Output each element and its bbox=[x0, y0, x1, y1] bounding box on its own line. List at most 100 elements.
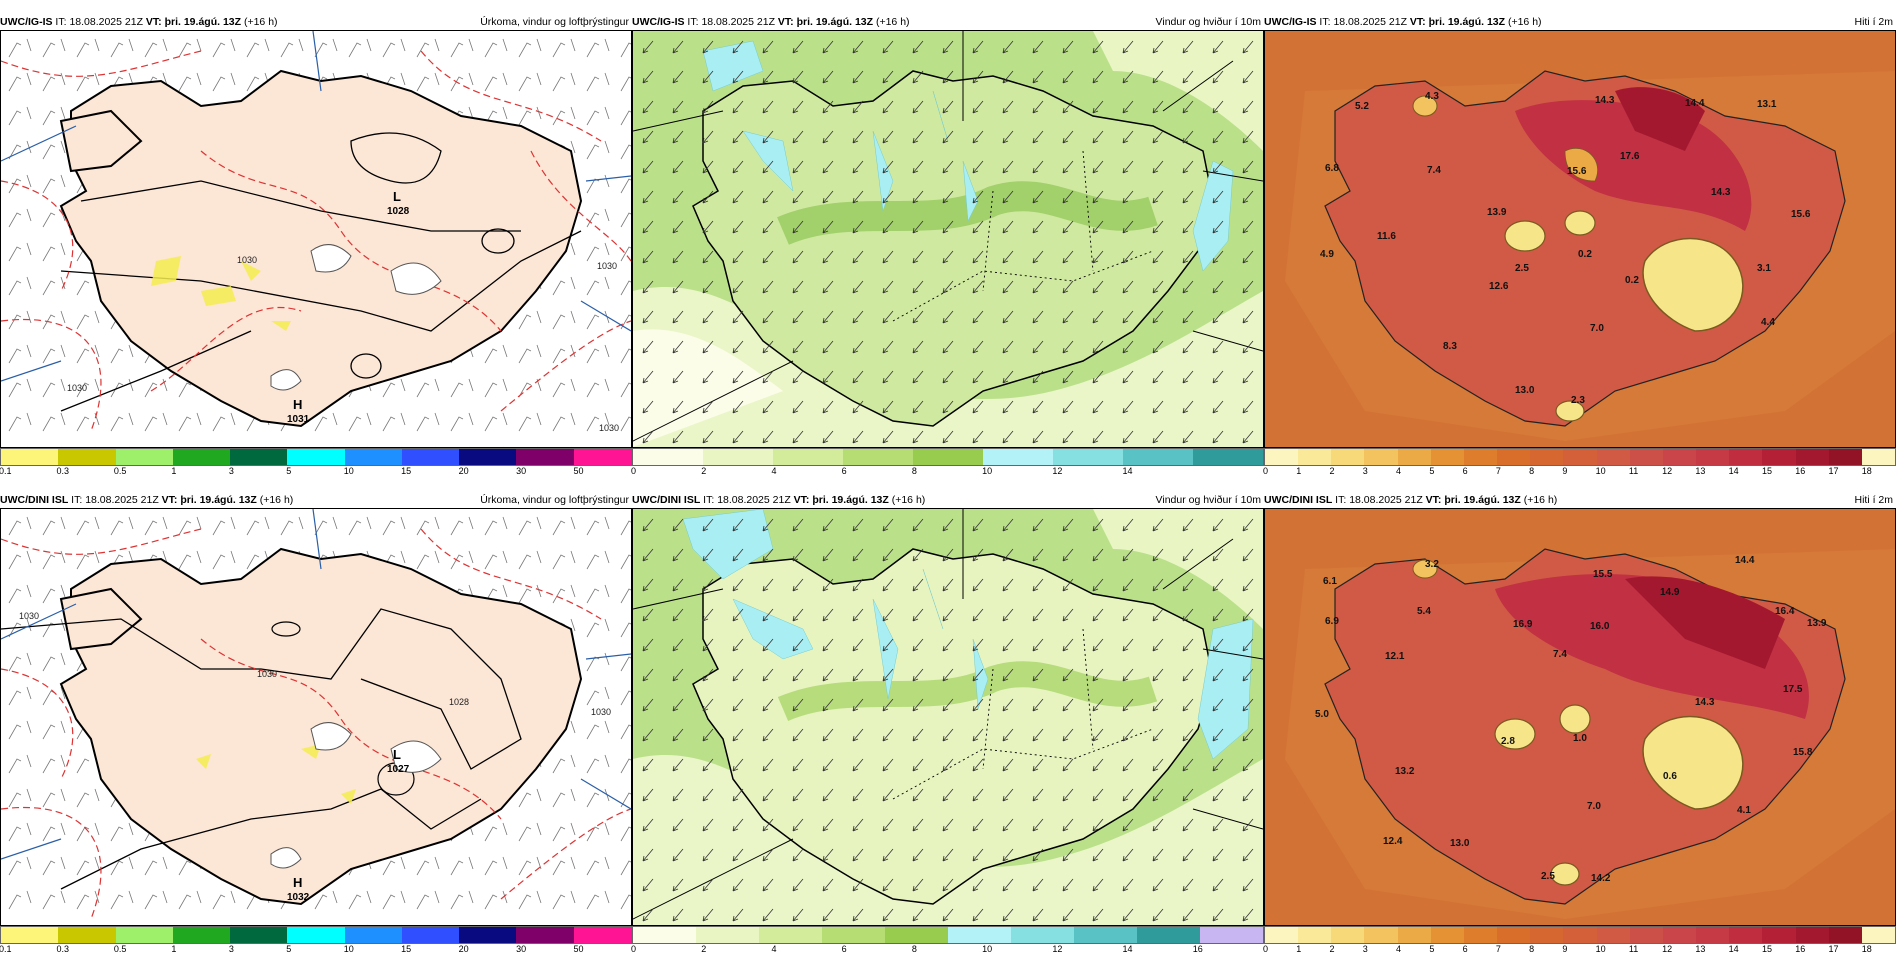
precip-swatch bbox=[573, 927, 631, 943]
wind-map[interactable] bbox=[632, 30, 1264, 448]
temperature-label: 4.1 bbox=[1737, 805, 1751, 816]
precip-swatch bbox=[401, 449, 460, 465]
temperature-label: 15.5 bbox=[1593, 569, 1613, 580]
temperature-label: 15.8 bbox=[1793, 747, 1813, 758]
precip-colorbar-ticks: 0.1 0.3 0.5 1 3 5 10 15 20 30 50 bbox=[0, 466, 632, 478]
temp-panel-row2: UWC/DINI ISL IT: 18.08.2025 21Z VT: þri.… bbox=[1263, 492, 1896, 954]
temp-panel-row1: UWC/IG-IS IT: 18.08.2025 21Z VT: þri. 19… bbox=[1263, 14, 1896, 476]
wind-map[interactable] bbox=[632, 508, 1264, 926]
colorbar-tick-label: 0.3 bbox=[56, 944, 69, 954]
temp-swatch bbox=[1795, 449, 1829, 465]
wind-swatch bbox=[885, 927, 948, 943]
colorbar-tick-label: 10 bbox=[343, 944, 354, 954]
temp-swatch bbox=[1463, 927, 1498, 943]
temp-swatch bbox=[1331, 927, 1365, 943]
pressure-center-letter: H bbox=[293, 397, 302, 412]
temp-swatch bbox=[1298, 927, 1332, 943]
temp-swatch bbox=[1430, 449, 1464, 465]
temperature-label: 4.9 bbox=[1320, 249, 1334, 260]
temperature-label: 12.6 bbox=[1489, 281, 1509, 292]
colorbar-tick-label: 15 bbox=[401, 466, 412, 476]
precip-swatch bbox=[1, 927, 59, 943]
temperature-label: 16.4 bbox=[1775, 606, 1795, 617]
wind-swatch bbox=[948, 927, 1011, 943]
pressure-center-letter: H bbox=[293, 875, 302, 890]
precip-swatch bbox=[287, 449, 345, 465]
colorbar-tick-label: 16 bbox=[1795, 944, 1806, 954]
colorbar-tick-label: 30 bbox=[516, 466, 527, 476]
wind-panel-row2: UWC/DINI ISL IT: 18.08.2025 21Z VT: þri.… bbox=[631, 492, 1264, 954]
temp-swatch bbox=[1629, 927, 1663, 943]
colorbar-tick-label: 8 bbox=[1529, 944, 1535, 954]
precip-swatch bbox=[344, 927, 402, 943]
precip-swatch bbox=[516, 449, 574, 465]
colorbar-tick-label: 8 bbox=[911, 466, 917, 476]
colorbar-tick-label: 1 bbox=[1296, 944, 1302, 954]
temperature-label: 3.2 bbox=[1425, 559, 1439, 570]
precip-map[interactable]: L 1028 H 1031 1030 1030 1030 1030 bbox=[0, 30, 632, 448]
colorbar-tick-label: 15 bbox=[1761, 944, 1772, 954]
colorbar-tick-label: 11 bbox=[1628, 466, 1639, 476]
colorbar-tick-label: 5 bbox=[286, 944, 292, 954]
temperature-label: 14.4 bbox=[1735, 555, 1755, 566]
precip-swatch bbox=[115, 449, 173, 465]
isobar-label: 1030 bbox=[257, 669, 277, 679]
colorbar-tick-label: 20 bbox=[458, 944, 469, 954]
temp-swatch bbox=[1265, 449, 1299, 465]
colorbar-tick-label: 5 bbox=[286, 466, 292, 476]
precip-swatch bbox=[115, 927, 173, 943]
temp-swatch bbox=[1696, 927, 1730, 943]
colorbar-tick-label: 6 bbox=[841, 466, 847, 476]
temp-swatch bbox=[1298, 449, 1332, 465]
colorbar-tick-label: 10 bbox=[982, 466, 993, 476]
colorbar-tick-label: 4 bbox=[771, 944, 777, 954]
temperature-label: 7.0 bbox=[1590, 323, 1604, 334]
wind-swatch bbox=[633, 449, 703, 465]
colorbar-tick-label: 15 bbox=[401, 944, 412, 954]
wind-swatch bbox=[1137, 927, 1200, 943]
colorbar-tick-label: 1 bbox=[1296, 466, 1302, 476]
colorbar-tick-label: 7 bbox=[1495, 466, 1501, 476]
panel-header: UWC/IG-IS IT: 18.08.2025 21Z VT: þri. 19… bbox=[1264, 16, 1893, 28]
colorbar-tick-label: 3 bbox=[228, 466, 234, 476]
precip-map[interactable]: L 1027 H 1032 1030 1030 1028 1030 bbox=[0, 508, 632, 926]
temp-swatch bbox=[1563, 449, 1597, 465]
colorbar-tick-label: 12 bbox=[1662, 466, 1673, 476]
wind-swatch bbox=[759, 927, 822, 943]
temp-swatch bbox=[1861, 927, 1895, 943]
wind-swatch bbox=[703, 449, 773, 465]
row-1: UWC/IG-IS IT: 18.08.2025 21Z VT: þri. 19… bbox=[0, 14, 1900, 476]
temperature-label: 15.6 bbox=[1567, 166, 1587, 177]
colorbar-tick-label: 6 bbox=[1462, 466, 1468, 476]
colorbar-tick-label: 12 bbox=[1052, 466, 1063, 476]
temp-swatch bbox=[1662, 927, 1697, 943]
colorbar-tick-label: 14 bbox=[1122, 944, 1133, 954]
colorbar-tick-label: 12 bbox=[1052, 944, 1063, 954]
colorbar-tick-label: 2 bbox=[701, 944, 707, 954]
precip-swatch bbox=[58, 927, 116, 943]
colorbar-tick-label: 1 bbox=[171, 944, 177, 954]
colorbar-tick-label: 2 bbox=[1329, 466, 1335, 476]
temperature-label: 13.9 bbox=[1807, 618, 1827, 629]
temperature-label: 0.2 bbox=[1578, 249, 1592, 260]
temperature-label: 14.2 bbox=[1591, 873, 1611, 884]
temperature-label: 14.3 bbox=[1695, 697, 1715, 708]
isobar-label: 1030 bbox=[599, 423, 619, 433]
wind-swatch bbox=[696, 927, 759, 943]
isobar-label: 1030 bbox=[19, 611, 39, 621]
precip-panel-row2: UWC/DINI ISL IT: 18.08.2025 21Z VT: þri.… bbox=[0, 492, 632, 954]
temperature-label: 14.3 bbox=[1711, 187, 1731, 198]
temperature-label: 2.5 bbox=[1541, 871, 1555, 882]
temp-swatch bbox=[1530, 449, 1564, 465]
wind-swatch bbox=[1011, 927, 1074, 943]
colorbar-tick-label: 12 bbox=[1662, 944, 1673, 954]
temp-swatch bbox=[1265, 927, 1299, 943]
temp-map[interactable]: 4.3 5.2 14.3 14.4 13.1 6.8 7.4 17.6 15.6 14.3 13.9… bbox=[1264, 30, 1896, 448]
precip-swatch bbox=[401, 927, 460, 943]
temp-swatch bbox=[1762, 927, 1796, 943]
precip-swatch bbox=[230, 449, 288, 465]
temp-map[interactable]: 3.2 6.1 15.5 14.4 14.9 6.9 5.4 16.9 16.0 16.4 13.9… bbox=[1264, 508, 1896, 926]
colorbar-tick-label: 16 bbox=[1192, 944, 1203, 954]
temperature-label: 11.6 bbox=[1377, 231, 1396, 242]
isobar-label: 1030 bbox=[237, 255, 257, 265]
